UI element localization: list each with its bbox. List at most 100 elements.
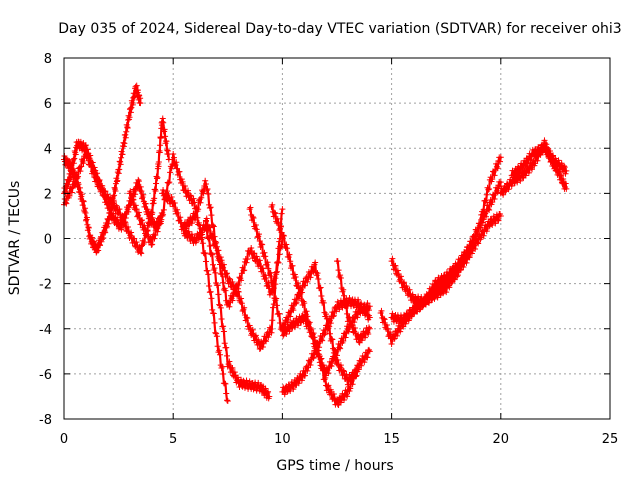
data-point (550, 152, 557, 159)
data-point (252, 222, 259, 229)
data-point (462, 255, 469, 262)
data-point (497, 212, 504, 219)
data-point (412, 303, 419, 310)
data-point (266, 324, 273, 331)
data-point (549, 153, 556, 160)
data-point (399, 320, 406, 327)
data-point (309, 330, 316, 337)
data-point (247, 204, 254, 211)
data-point (491, 195, 498, 202)
data-point (359, 308, 366, 315)
data-point (353, 311, 360, 318)
data-point (112, 207, 119, 214)
data-point (317, 356, 324, 363)
data-point (273, 268, 280, 275)
data-point (235, 288, 242, 295)
data-point (269, 201, 276, 208)
data-point (422, 301, 429, 308)
data-point (129, 196, 136, 203)
data-point (313, 347, 320, 354)
data-point (135, 209, 142, 216)
data-point (269, 317, 276, 324)
data-point (249, 326, 256, 333)
series-arc-12 (334, 258, 373, 346)
data-point (234, 374, 241, 381)
data-point (380, 315, 387, 322)
data-point (151, 195, 158, 202)
data-point (207, 288, 214, 295)
data-point (87, 158, 94, 165)
data-point (196, 222, 203, 229)
data-point (90, 238, 97, 245)
data-point (433, 292, 440, 299)
data-point (274, 259, 281, 266)
data-point (468, 250, 475, 257)
data-point (133, 206, 140, 213)
data-point (301, 300, 308, 307)
data-point (276, 310, 283, 317)
data-point (474, 231, 481, 238)
data-point (450, 270, 457, 277)
data-point (174, 209, 181, 216)
data-point (116, 206, 123, 213)
data-point (85, 153, 92, 160)
data-point (263, 261, 270, 268)
data-point (316, 285, 323, 292)
data-point (65, 159, 72, 166)
data-point (82, 142, 89, 149)
data-point (220, 279, 227, 286)
x-tick-label: 15 (383, 432, 400, 447)
data-point (495, 217, 502, 224)
data-point (125, 208, 132, 215)
data-point (280, 323, 287, 330)
data-point (472, 245, 479, 252)
data-point (265, 265, 272, 272)
data-point (205, 271, 212, 278)
data-point (324, 383, 331, 390)
data-point (284, 316, 291, 323)
data-point (344, 393, 351, 400)
data-point (406, 286, 413, 293)
data-point (254, 341, 261, 348)
data-point (200, 221, 207, 228)
data-point (216, 347, 223, 354)
data-point (334, 356, 341, 363)
data-point (155, 159, 162, 166)
data-point (128, 229, 135, 236)
data-point (68, 189, 75, 196)
data-point (397, 276, 404, 283)
data-point (519, 174, 526, 181)
y-tick-label: -2 (39, 278, 52, 293)
data-point (500, 191, 507, 198)
data-point (486, 206, 493, 213)
data-point (292, 273, 299, 280)
data-point (295, 279, 301, 286)
x-tick-label: 10 (274, 432, 291, 447)
data-point (146, 222, 153, 229)
data-point (289, 383, 296, 390)
data-point (494, 216, 501, 223)
data-point (307, 274, 314, 281)
data-point (209, 261, 216, 268)
data-point (225, 361, 232, 368)
data-point (132, 191, 139, 198)
data-point (485, 186, 492, 193)
data-point (173, 159, 180, 166)
data-point (525, 160, 532, 167)
data-point (323, 311, 330, 318)
x-tick-label: 0 (60, 432, 68, 447)
data-point (85, 224, 92, 231)
series-arc-16 (497, 137, 570, 198)
data-point (321, 376, 328, 383)
data-point (528, 156, 535, 163)
data-point (363, 306, 370, 313)
data-point (343, 371, 350, 378)
y-axis-label: SDTVAR / TECUs (7, 181, 23, 296)
data-point (188, 231, 195, 238)
data-point (199, 231, 206, 238)
data-point (171, 200, 178, 207)
data-point (231, 285, 238, 292)
data-point (508, 183, 515, 190)
data-point (161, 126, 168, 133)
data-point (231, 369, 238, 376)
